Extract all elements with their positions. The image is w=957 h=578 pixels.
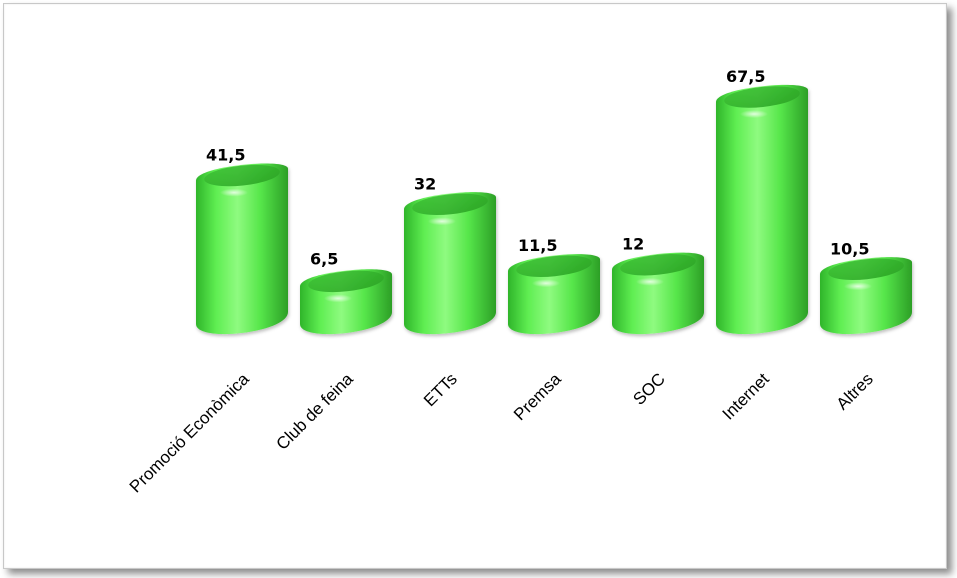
data-label-5: 12 [622,235,644,254]
bar-body [716,84,808,335]
bar-7 [820,257,912,335]
bar-top [412,193,488,215]
data-label-2: 6,5 [310,249,338,268]
category-label-7: Altres [833,369,877,413]
data-label-3: 32 [414,174,436,193]
bar-top [516,255,592,277]
bar-highlight [324,294,352,303]
bar-body [196,163,288,335]
category-label-4: Premsa [510,369,565,424]
bar-4 [508,254,600,335]
category-label-2: Club de feina [273,369,358,454]
bar-6 [716,84,808,335]
bar-top [828,258,904,280]
data-label-6: 67,5 [726,67,765,86]
bar-3 [404,192,496,335]
bar-highlight [740,110,768,118]
bar-top [724,86,800,108]
bar-top [308,270,384,293]
bar-highlight [428,217,456,226]
bar-top [620,254,696,276]
bar-5 [612,252,704,335]
category-label-5: SOC [629,369,668,408]
category-label-6: Internet [719,369,773,423]
bar-body [404,192,496,335]
bar-highlight [844,282,872,291]
bar-top [204,164,280,187]
category-label-1: Promoció Econòmica [126,369,253,496]
category-label-3: ETTs [420,369,461,410]
bar-2 [300,269,392,335]
data-label-1: 41,5 [206,146,245,165]
bar-highlight [532,279,560,288]
data-label-7: 10,5 [830,239,869,258]
bar-highlight [636,277,664,286]
bar-1 [196,163,288,335]
data-label-4: 11,5 [518,236,557,255]
bar-highlight [220,188,248,197]
